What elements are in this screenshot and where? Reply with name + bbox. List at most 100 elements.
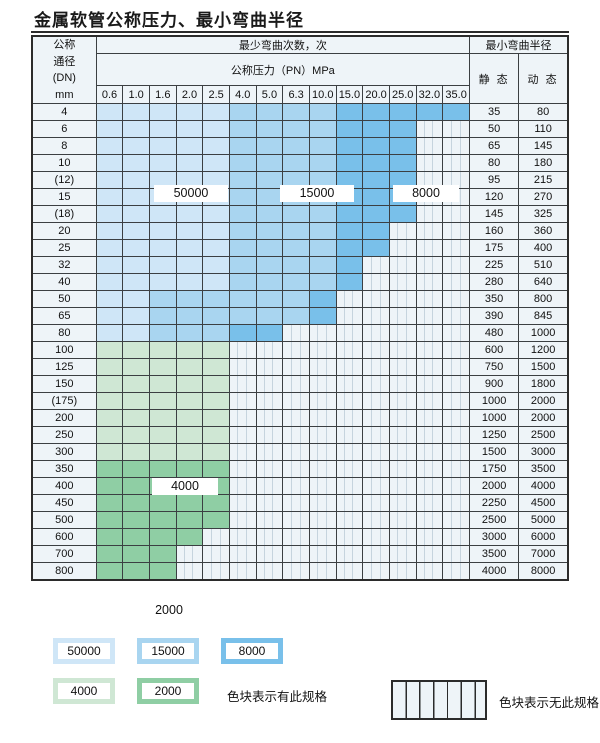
- spec-cell: [175, 120, 204, 138]
- spec-cell: [388, 137, 417, 155]
- spec-cell: [282, 273, 310, 291]
- dynamic-radius-cell: 4500: [518, 494, 569, 512]
- dynamic-radius-cell: 5000: [518, 511, 569, 529]
- static-radius-cell: 3500: [469, 545, 520, 563]
- dn-value-cell: 6: [31, 120, 97, 138]
- pressure-column-header: 1.6: [148, 85, 177, 104]
- spec-cell: [335, 443, 364, 461]
- spec-cell: [415, 290, 444, 308]
- spec-cell: [95, 375, 124, 393]
- spec-cell: [202, 256, 230, 274]
- spec-cell: [362, 205, 390, 223]
- dn-value-cell: 8: [31, 137, 97, 155]
- spec-cell: [95, 443, 124, 461]
- spec-cell: [335, 137, 364, 155]
- spec-cell: [308, 528, 337, 546]
- dn-header-line-4: mm: [55, 88, 74, 101]
- spec-cell: [122, 341, 150, 359]
- spec-cell: [335, 358, 364, 376]
- spec-cell: [255, 460, 284, 478]
- static-radius-cell: 900: [469, 375, 520, 393]
- dn-value-cell: 150: [31, 375, 97, 393]
- spec-cell: [122, 358, 150, 376]
- spec-cell: [255, 358, 284, 376]
- dn-header-cell: 公称 通径 (DN) mm: [31, 35, 97, 104]
- dynamic-radius-cell: 3000: [518, 443, 569, 461]
- spec-cell: [148, 494, 177, 512]
- spec-cell: [282, 375, 310, 393]
- spec-cell: [388, 477, 417, 495]
- spec-cell: [362, 222, 390, 240]
- spec-cell: [175, 562, 204, 580]
- legend-swatch-label: 8000: [226, 643, 278, 659]
- spec-cell: [415, 511, 444, 529]
- spec-cell: [95, 171, 124, 189]
- pressure-column-header: 10.0: [308, 85, 337, 104]
- spec-cell: [148, 103, 177, 121]
- spec-cell: [388, 273, 417, 291]
- spec-cell: [282, 443, 310, 461]
- dn-value-cell: 40: [31, 273, 97, 291]
- spec-cell: [415, 375, 444, 393]
- spec-cell: [362, 358, 390, 376]
- spec-cell: [362, 188, 390, 206]
- spec-cell: [255, 307, 284, 325]
- spec-cell: [415, 358, 444, 376]
- spec-cell: [308, 443, 337, 461]
- spec-cell: [388, 239, 417, 257]
- spec-cell: [308, 222, 337, 240]
- spec-cell: [282, 409, 310, 427]
- pressure-column-header: 2.5: [202, 85, 230, 104]
- spec-cell: [282, 460, 310, 478]
- spec-cell: [122, 409, 150, 427]
- spec-cell: [335, 392, 364, 410]
- spec-cell: [388, 103, 417, 121]
- static-header: 静 态: [469, 53, 520, 104]
- header-row-1: 公称 通径 (DN) mm 最少弯曲次数，次 最小弯曲半径: [31, 35, 569, 104]
- spec-cell: [148, 256, 177, 274]
- spec-cell: [122, 528, 150, 546]
- spec-cell: [442, 324, 471, 342]
- dynamic-radius-cell: 215: [518, 171, 569, 189]
- spec-cell: [228, 324, 257, 342]
- spec-cell: [335, 256, 364, 274]
- table-row: 700 3500 7000: [31, 545, 569, 563]
- legend-swatch-label: 15000: [142, 643, 194, 659]
- spec-cell: [95, 290, 124, 308]
- spec-cell: [148, 239, 177, 257]
- spec-cell: [362, 256, 390, 274]
- table-row: 350 1750 3500: [31, 460, 569, 478]
- dn-value-cell: 50: [31, 290, 97, 308]
- spec-cell: [282, 171, 310, 189]
- pressure-column-header: 25.0: [388, 85, 417, 104]
- spec-cell: [442, 409, 471, 427]
- dynamic-radius-cell: 845: [518, 307, 569, 325]
- dn-value-cell: (18): [31, 205, 97, 223]
- spec-cell: [442, 273, 471, 291]
- pressure-column-header: 4.0: [228, 85, 257, 104]
- static-radius-cell: 2000: [469, 477, 520, 495]
- spec-cell: [122, 511, 150, 529]
- legend: 50000 15000 8000 4000 2000 色块表示有此规格 色块表示无此规格: [31, 636, 599, 736]
- spec-cell: [122, 273, 150, 291]
- dynamic-radius-cell: 800: [518, 290, 569, 308]
- spec-cell: [148, 341, 177, 359]
- spec-cell: [335, 494, 364, 512]
- spec-cell: [415, 171, 444, 189]
- dn-value-cell: 100: [31, 341, 97, 359]
- spec-cell: [335, 460, 364, 478]
- spec-cell: [362, 409, 390, 427]
- spec-cell: [202, 324, 230, 342]
- spec-cell: [388, 494, 417, 512]
- table-row: 800 4000 8000: [31, 562, 569, 580]
- table-row: 4 35 80: [31, 103, 569, 121]
- spec-cell: [308, 290, 337, 308]
- spec-cell: [282, 103, 310, 121]
- table-body: 4 35 80 6 50 110 8 65 145 10 80 180 (12) 95 215 15 120 27…: [31, 103, 569, 580]
- dynamic-header: 动 态: [518, 53, 569, 104]
- pressure-column-header: 32.0: [415, 85, 444, 104]
- overlay-value-label: 50000: [154, 185, 228, 202]
- spec-cell: [95, 358, 124, 376]
- spec-cell: [255, 205, 284, 223]
- spec-cell: [255, 290, 284, 308]
